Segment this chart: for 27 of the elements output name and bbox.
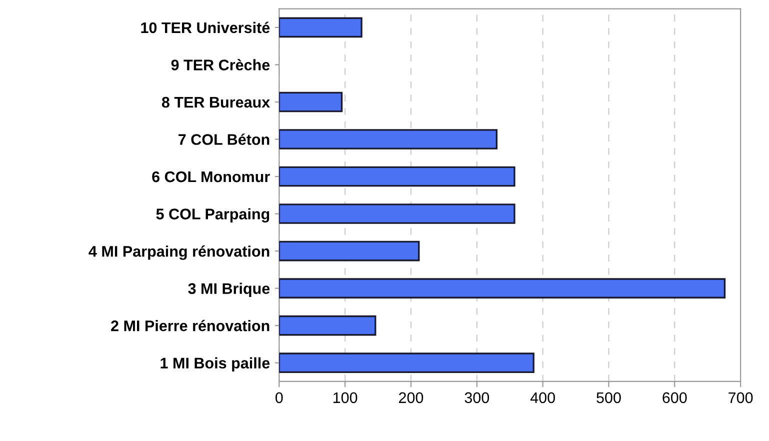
- x-tick-label: 100: [333, 392, 358, 404]
- bar: [279, 352, 534, 373]
- x-tick-label: 400: [530, 392, 555, 404]
- x-tick-label: 600: [662, 392, 687, 404]
- y-tick-label: 6 COL Monomur: [152, 171, 270, 182]
- x-tick-label: 200: [399, 392, 424, 404]
- bar: [279, 129, 498, 150]
- y-tick-label: 4 MI Parpaing rénovation: [88, 245, 270, 260]
- y-tick-label: 10 TER Université: [141, 22, 270, 34]
- y-tick-label: 8 TER Bureaux: [162, 96, 270, 108]
- y-tick-label: 7 COL Béton: [178, 134, 270, 145]
- bar: [279, 240, 420, 262]
- y-tick-label: 3 MI Brique: [188, 282, 270, 298]
- bar: [279, 17, 362, 38]
- y-tick-label: 9 TER Crèche: [171, 59, 270, 70]
- x-tick-label: 700: [728, 392, 753, 404]
- bar: [279, 166, 516, 187]
- y-tick-label: 2 MI Pierre rénovation: [111, 320, 270, 332]
- x-tick-label: 300: [464, 392, 490, 404]
- x-tick-label: 0: [275, 392, 283, 404]
- x-tick-label: 500: [596, 392, 621, 404]
- y-tick-label: 1 MI Bois paille: [160, 357, 270, 372]
- y-tick-label: 5 COL Parpaing: [156, 208, 270, 223]
- bar: [279, 92, 343, 112]
- bar: [279, 204, 516, 224]
- bar: [279, 278, 726, 298]
- bar: [279, 315, 376, 336]
